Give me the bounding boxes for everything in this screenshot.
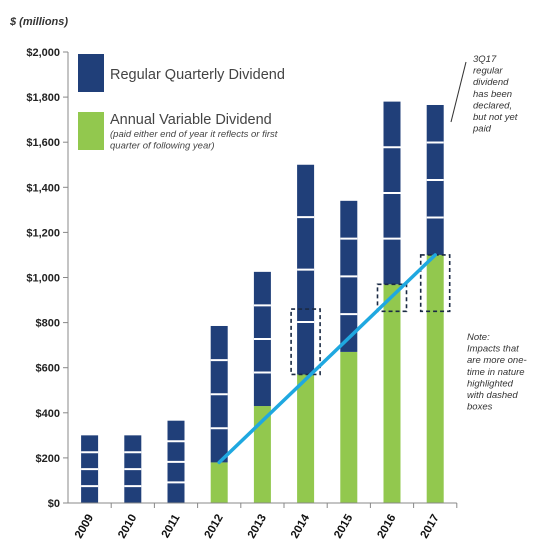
highlight-boxes <box>290 254 451 376</box>
annotation-line: Note: <box>467 332 490 343</box>
legend-swatch-regular <box>78 54 104 92</box>
y-tick-label: $1,800 <box>26 92 60 104</box>
legend: Regular Quarterly Dividend Annual Variab… <box>78 54 285 152</box>
annotation-line: are more one- <box>467 355 527 366</box>
x-tick-label: 2012 <box>203 513 226 541</box>
y-tick-label: $600 <box>36 363 60 375</box>
annotation-line: dividend <box>473 77 509 88</box>
annotations: 3Q17 regular dividend has been declared, but … <box>450 54 527 413</box>
y-tick-label: $1,400 <box>26 182 60 194</box>
bar-variable-2015 <box>340 351 358 503</box>
bars <box>81 101 444 503</box>
y-tick-label: $800 <box>36 318 60 330</box>
annotation-line: time in nature <box>467 367 525 378</box>
x-tick-label: 2017 <box>419 513 442 541</box>
highlight-box-2016 <box>376 283 408 313</box>
annotation-3q17: 3Q17 regular dividend has been declared, but … <box>472 54 518 135</box>
y-tick-label: $0 <box>48 498 60 510</box>
legend-sublabel-line: (paid either end of year it reflects or … <box>110 129 278 140</box>
annotation-line: highlighted <box>467 378 514 389</box>
annotation-note: Note: Impacts that are more one-time in na… <box>467 332 527 413</box>
y-tick-label: $1,600 <box>26 137 60 149</box>
x-tick-label: 2010 <box>116 513 139 541</box>
bar-variable-2016 <box>383 284 401 503</box>
annotation-line: has been <box>473 89 512 100</box>
x-tick-label: 2011 <box>160 512 183 540</box>
y-tick-label: $2,000 <box>26 47 60 59</box>
x-tick-label: 2013 <box>246 513 269 541</box>
annotation-line: but not yet <box>473 112 518 123</box>
y-tick-label: $400 <box>36 408 60 420</box>
legend-swatch-variable <box>78 112 104 150</box>
annotation-line: paid <box>472 124 492 135</box>
unit-label: $ (millions) <box>9 16 68 28</box>
bar-variable-2014 <box>297 374 315 503</box>
annotation-line: regular <box>473 66 503 77</box>
legend-sublabel-line: quarter of following year) <box>110 141 215 152</box>
bar-variable-2013 <box>253 406 271 503</box>
bar-variable-2017 <box>426 254 444 503</box>
annotation-line: declared, <box>473 100 512 111</box>
legend-sublabel-variable: (paid either end of year it reflects or … <box>110 129 278 152</box>
annotation-line: with dashed <box>467 390 518 401</box>
y-axis: $0 $200 $400 $600 $800 $1,000 $1,200 $1,400 $1,6… <box>26 47 69 510</box>
x-axis: 2009 2010 2011 2012 2013 2014 2015 2016 2017 <box>68 502 458 541</box>
annotation-line: 3Q17 <box>473 54 497 65</box>
legend-label-variable: Annual Variable Dividend <box>110 112 272 128</box>
annotation-line: boxes <box>467 402 493 413</box>
trend-line-group <box>217 253 437 465</box>
annotation-line: Impacts that <box>467 344 519 355</box>
annotation-pointer <box>450 61 467 123</box>
y-tick-label: $1,200 <box>26 227 60 239</box>
x-tick-label: 2014 <box>289 512 312 541</box>
y-tick-label: $200 <box>36 453 60 465</box>
legend-label-regular: Regular Quarterly Dividend <box>110 67 285 83</box>
y-tick-label: $1,000 <box>26 273 60 285</box>
x-tick-label: 2016 <box>375 513 398 541</box>
x-tick-label: 2015 <box>332 512 355 541</box>
x-tick-label: 2009 <box>73 513 96 541</box>
highlight-box-2014 <box>290 308 321 376</box>
bar-variable-2012 <box>210 462 228 503</box>
trend-line <box>217 253 437 465</box>
